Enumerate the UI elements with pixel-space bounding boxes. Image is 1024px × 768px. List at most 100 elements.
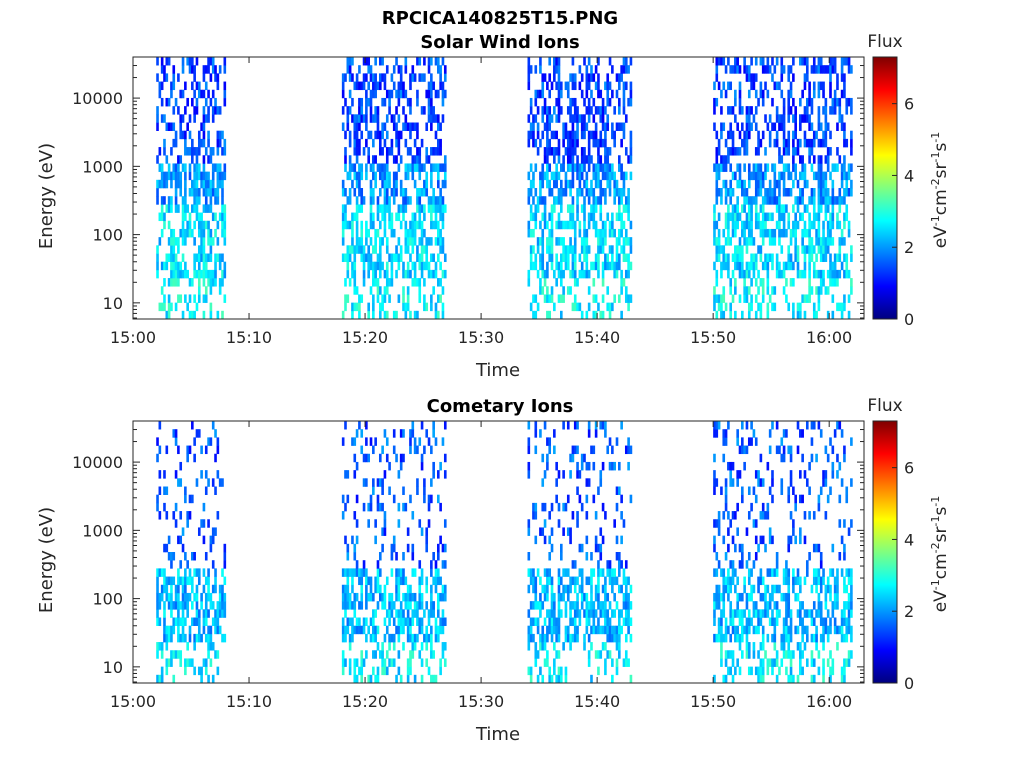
heatmap-cell <box>590 73 593 82</box>
heatmap-cell <box>592 163 596 172</box>
heatmap-cell <box>822 188 825 197</box>
heatmap-cell <box>186 57 189 66</box>
heatmap-cell <box>441 245 445 254</box>
heatmap-cell <box>344 421 347 430</box>
heatmap-cell <box>743 237 746 246</box>
heatmap-cell <box>624 237 628 246</box>
heatmap-cell <box>409 617 412 626</box>
heatmap-cell <box>434 147 438 156</box>
heatmap-cell <box>372 212 375 222</box>
heatmap-cell <box>399 461 403 471</box>
heatmap-cell <box>838 494 842 504</box>
heatmap-cell <box>553 269 556 279</box>
heatmap-cell <box>207 188 210 197</box>
heatmap-cell <box>724 486 728 495</box>
heatmap-cell <box>717 511 721 520</box>
heatmap-cell <box>367 576 370 586</box>
heatmap-cell <box>745 237 749 246</box>
heatmap-cell <box>441 237 445 246</box>
heatmap-cell <box>177 237 180 246</box>
heatmap-cell <box>734 147 737 156</box>
heatmap-cell <box>360 584 364 594</box>
heatmap-cell <box>576 130 579 140</box>
heatmap-cell <box>207 650 210 659</box>
heatmap-cell <box>181 633 185 643</box>
heatmap-cell <box>815 584 818 594</box>
heatmap-cell <box>585 494 589 504</box>
heatmap-cell <box>787 535 791 545</box>
heatmap-cell <box>741 253 744 262</box>
heatmap-cell <box>390 188 394 197</box>
heatmap-cell <box>427 617 431 626</box>
heatmap-cell <box>601 138 605 148</box>
heatmap-cell <box>385 278 389 287</box>
heatmap-cell <box>409 147 412 156</box>
heatmap-cell <box>532 179 535 189</box>
heatmap-cell <box>353 511 357 520</box>
heatmap-cell <box>397 81 401 91</box>
heatmap-cell <box>833 163 837 172</box>
heatmap-cell <box>160 650 164 659</box>
heatmap-cell <box>824 511 828 520</box>
heatmap-cell <box>204 253 208 262</box>
heatmap-cell <box>720 122 723 131</box>
heatmap-cell <box>369 65 373 74</box>
heatmap-cell <box>360 294 364 303</box>
heatmap-cell <box>397 261 401 271</box>
heatmap-cell <box>773 228 777 238</box>
heatmap-cell <box>404 228 408 238</box>
heatmap-cell <box>360 204 364 213</box>
heatmap-cell <box>385 188 389 197</box>
heatmap-cell <box>383 310 387 320</box>
heatmap-cell <box>369 576 373 586</box>
heatmap-cell <box>750 666 753 676</box>
heatmap-cell <box>186 609 189 618</box>
heatmap-cell <box>423 106 426 115</box>
heatmap-cell <box>782 163 786 172</box>
heatmap-cell <box>566 633 570 643</box>
heatmap-cell <box>397 633 401 643</box>
heatmap-cell <box>750 171 753 181</box>
heatmap-cell <box>727 204 730 213</box>
heatmap-cell <box>181 220 185 230</box>
heatmap-cell <box>722 584 726 594</box>
heatmap-cell <box>764 650 767 659</box>
heatmap-cell <box>722 261 726 271</box>
heatmap-cell <box>404 122 408 131</box>
heatmap-cell <box>195 609 199 618</box>
heatmap-cell <box>843 658 846 667</box>
heatmap-cell <box>761 535 765 545</box>
colorbar-tick-label: 0 <box>904 310 914 329</box>
heatmap-cell <box>532 138 535 148</box>
heatmap-cell <box>766 658 770 667</box>
heatmap-cell <box>576 576 579 586</box>
heatmap-cell <box>534 511 538 520</box>
heatmap-cell <box>736 576 739 586</box>
heatmap-cell <box>207 478 210 487</box>
heatmap-cell <box>360 196 364 205</box>
heatmap-cell <box>532 171 535 181</box>
heatmap-cell <box>808 89 811 99</box>
heatmap-cell <box>160 163 164 172</box>
heatmap-cell <box>341 212 345 222</box>
heatmap-cell <box>715 237 719 246</box>
heatmap-cell <box>734 666 737 676</box>
heatmap-cell <box>165 543 169 553</box>
heatmap-cell <box>805 609 809 618</box>
heatmap-cell <box>341 568 345 577</box>
heatmap-cell <box>799 302 802 312</box>
heatmap-cell <box>381 73 384 82</box>
heatmap-cell <box>536 196 540 205</box>
heatmap-cell <box>555 147 558 156</box>
heatmap-cell <box>761 511 765 520</box>
heatmap-cell <box>724 494 728 504</box>
heatmap-cell <box>216 106 220 115</box>
heatmap-cell <box>348 65 352 74</box>
heatmap-cell <box>381 57 384 66</box>
heatmap-cell <box>627 461 630 471</box>
heatmap-cell <box>344 130 347 140</box>
heatmap-cell <box>543 584 547 594</box>
heatmap-cell <box>416 601 419 610</box>
heatmap-cell <box>736 163 739 172</box>
heatmap-cell <box>817 89 821 99</box>
